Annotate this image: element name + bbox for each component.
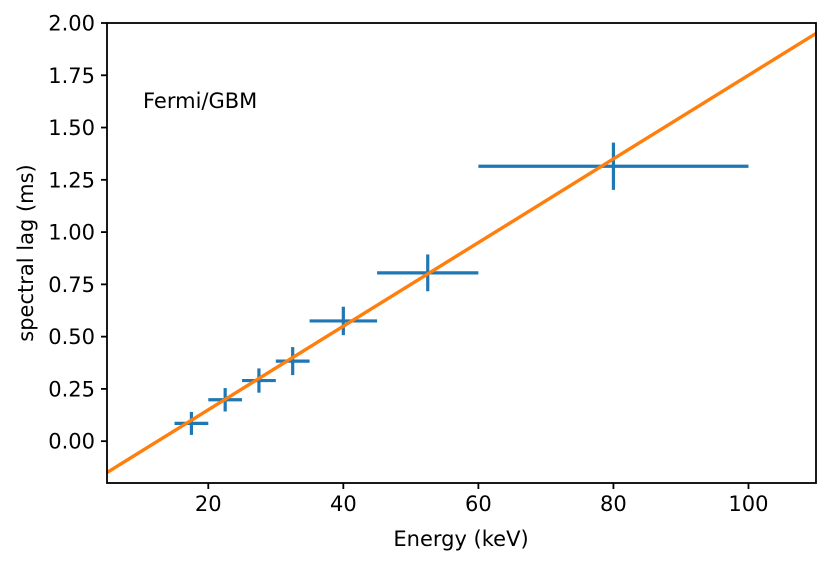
annotation-fermi-gbm: Fermi/GBM [143, 89, 257, 113]
y-tick-label: 0.50 [48, 325, 95, 349]
y-tick-label: 2.00 [48, 12, 95, 36]
y-tick-label: 0.00 [48, 430, 95, 454]
y-tick-label: 1.75 [48, 64, 95, 88]
x-tick-label: 20 [195, 492, 222, 516]
chart-series-layer [106, 32, 817, 474]
y-tick-label: 1.00 [48, 221, 95, 245]
y-tick-label: 0.75 [48, 273, 95, 297]
axes-spines [106, 22, 817, 484]
x-axis-label: Energy (keV) [393, 527, 528, 551]
chart-tick-labels-layer: 20 40 60 80 100 0.00 0.25 0.50 0.75 1.00 1.25 1.50 1… [48, 12, 768, 517]
y-axis-label: spectral lag (ms) [14, 164, 38, 341]
y-tick-label: 1.25 [48, 168, 95, 192]
y-tick-label: 0.25 [48, 377, 95, 401]
y-tick-label: 1.50 [48, 116, 95, 140]
x-tick-label: 100 [728, 492, 768, 516]
x-tick-label: 40 [330, 492, 357, 516]
chart-axes-layer [101, 22, 817, 489]
x-tick-label: 60 [465, 492, 492, 516]
x-tick-label: 80 [600, 492, 627, 516]
fit-line [106, 32, 817, 474]
